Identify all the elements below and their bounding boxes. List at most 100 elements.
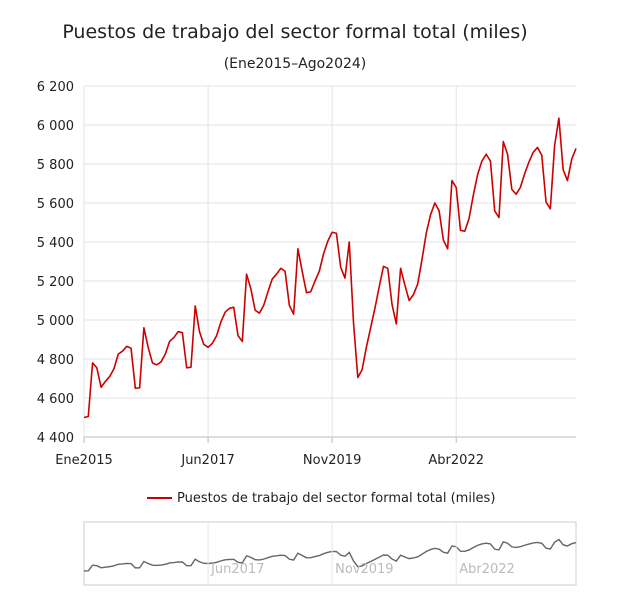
data-point[interactable]	[543, 199, 549, 205]
legend[interactable]: Puestos de trabajo del sector formal tot…	[147, 491, 495, 506]
data-point[interactable]	[415, 281, 421, 287]
data-point[interactable]	[239, 338, 245, 344]
data-point[interactable]	[534, 144, 540, 150]
data-point[interactable]	[244, 271, 250, 277]
data-point[interactable]	[393, 321, 399, 327]
data-point[interactable]	[385, 265, 391, 271]
data-point[interactable]	[128, 345, 134, 351]
data-point[interactable]	[192, 303, 198, 309]
data-point[interactable]	[179, 330, 185, 336]
data-point[interactable]	[552, 142, 558, 148]
data-point[interactable]	[107, 374, 113, 380]
data-point[interactable]	[295, 246, 301, 252]
data-point[interactable]	[218, 319, 224, 325]
data-point[interactable]	[363, 344, 369, 350]
data-point[interactable]	[90, 360, 96, 366]
data-point[interactable]	[556, 115, 562, 121]
data-point[interactable]	[406, 298, 412, 304]
data-point[interactable]	[299, 268, 305, 274]
data-point[interactable]	[333, 230, 339, 236]
data-point[interactable]	[316, 268, 322, 274]
data-point[interactable]	[428, 212, 434, 218]
data-point[interactable]	[539, 152, 545, 158]
data-point[interactable]	[402, 282, 408, 288]
data-point[interactable]	[573, 145, 579, 151]
data-point[interactable]	[376, 284, 382, 290]
data-point[interactable]	[487, 158, 493, 164]
data-point[interactable]	[282, 268, 288, 274]
data-point[interactable]	[509, 186, 515, 192]
data-point[interactable]	[98, 384, 104, 390]
data-point[interactable]	[111, 366, 117, 372]
data-point[interactable]	[94, 365, 100, 371]
data-point[interactable]	[449, 178, 455, 184]
data-point[interactable]	[269, 276, 275, 282]
data-point[interactable]	[359, 367, 365, 373]
data-point[interactable]	[291, 311, 297, 317]
data-point[interactable]	[235, 333, 241, 339]
data-point[interactable]	[372, 305, 378, 311]
data-point[interactable]	[145, 344, 151, 350]
data-point[interactable]	[188, 364, 194, 370]
data-point[interactable]	[462, 228, 468, 234]
data-point[interactable]	[197, 329, 203, 335]
data-point[interactable]	[308, 289, 314, 295]
legend-label[interactable]: Puestos de trabajo del sector formal tot…	[177, 491, 495, 506]
data-point[interactable]	[496, 215, 502, 221]
data-point[interactable]	[526, 159, 532, 165]
data-point[interactable]	[171, 335, 177, 341]
data-point[interactable]	[453, 184, 459, 190]
data-point[interactable]	[423, 230, 429, 236]
data-point[interactable]	[120, 348, 126, 354]
data-point[interactable]	[564, 178, 570, 184]
data-point[interactable]	[342, 275, 348, 281]
data-point[interactable]	[351, 320, 357, 326]
data-point[interactable]	[419, 257, 425, 263]
data-point[interactable]	[368, 325, 374, 331]
data-point[interactable]	[141, 325, 147, 331]
data-point[interactable]	[436, 208, 442, 214]
data-point[interactable]	[505, 151, 511, 157]
data-point[interactable]	[530, 149, 536, 155]
data-point[interactable]	[500, 139, 506, 145]
data-point[interactable]	[346, 239, 352, 245]
data-point[interactable]	[162, 351, 168, 357]
data-point[interactable]	[410, 292, 416, 298]
data-point[interactable]	[261, 302, 267, 308]
data-point[interactable]	[137, 385, 143, 391]
data-point[interactable]	[102, 378, 108, 384]
navigator-frame[interactable]	[83, 521, 577, 586]
data-point[interactable]	[256, 310, 262, 316]
data-point[interactable]	[274, 271, 280, 277]
data-point[interactable]	[466, 216, 472, 222]
data-point[interactable]	[286, 302, 292, 308]
data-point[interactable]	[158, 359, 164, 365]
data-point[interactable]	[312, 278, 318, 284]
data-point[interactable]	[248, 286, 254, 292]
data-point[interactable]	[209, 340, 215, 346]
data-point[interactable]	[432, 200, 438, 206]
data-point[interactable]	[483, 151, 489, 157]
data-point[interactable]	[547, 206, 553, 212]
data-point[interactable]	[321, 251, 327, 257]
data-point[interactable]	[338, 264, 344, 270]
data-point[interactable]	[522, 171, 528, 177]
data-point[interactable]	[560, 167, 566, 173]
data-point[interactable]	[479, 158, 485, 164]
data-point[interactable]	[517, 184, 523, 190]
data-point[interactable]	[398, 265, 404, 271]
data-point[interactable]	[440, 237, 446, 243]
navigator[interactable]: Jun2017 Nov2019 Abr2022	[83, 521, 577, 586]
data-point[interactable]	[265, 289, 271, 295]
data-point[interactable]	[513, 191, 519, 197]
data-point[interactable]	[231, 304, 237, 310]
data-point[interactable]	[325, 238, 331, 244]
data-point[interactable]	[85, 414, 91, 420]
data-point[interactable]	[214, 333, 220, 339]
data-point[interactable]	[475, 172, 481, 178]
series-line[interactable]	[83, 117, 577, 419]
data-point[interactable]	[569, 156, 575, 162]
data-point[interactable]	[389, 301, 395, 307]
data-point[interactable]	[445, 246, 451, 252]
data-point[interactable]	[492, 208, 498, 214]
